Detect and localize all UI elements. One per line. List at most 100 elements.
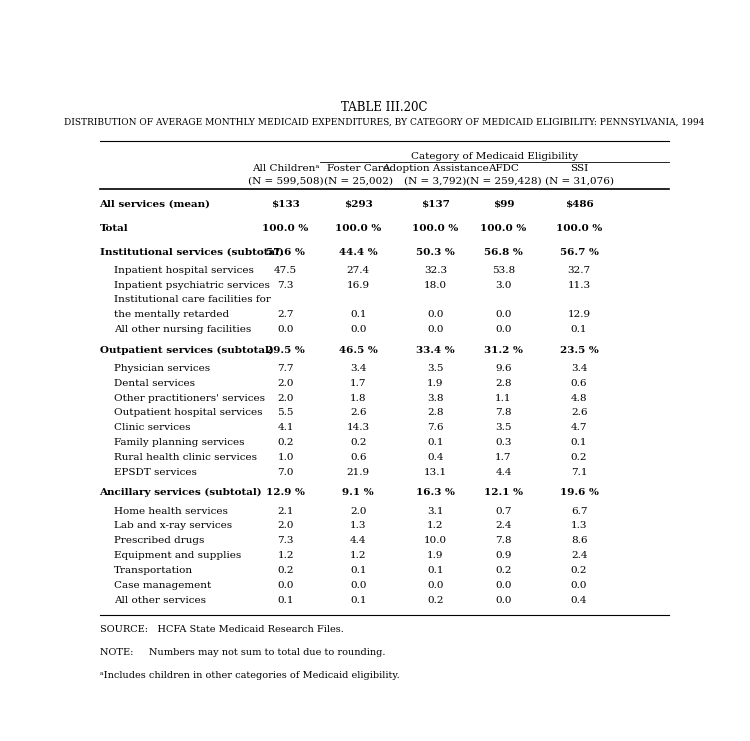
Text: DISTRIBUTION OF AVERAGE MONTHLY MEDICAID EXPENDITURES, BY CATEGORY OF MEDICAID E: DISTRIBUTION OF AVERAGE MONTHLY MEDICAID… — [64, 117, 704, 127]
Text: 44.4 %: 44.4 % — [339, 247, 377, 256]
Text: 0.0: 0.0 — [495, 596, 512, 605]
Text: 1.0: 1.0 — [278, 453, 294, 462]
Text: 7.7: 7.7 — [278, 364, 294, 373]
Text: 0.1: 0.1 — [427, 438, 444, 447]
Text: AFDC: AFDC — [488, 165, 519, 173]
Text: $486: $486 — [565, 199, 593, 209]
Text: All other services: All other services — [114, 596, 206, 605]
Text: 100.0 %: 100.0 % — [262, 224, 309, 233]
Text: $293: $293 — [344, 199, 373, 209]
Text: 33.4 %: 33.4 % — [416, 346, 454, 355]
Text: 0.0: 0.0 — [427, 310, 444, 319]
Text: 3.5: 3.5 — [427, 364, 444, 373]
Text: 1.1: 1.1 — [495, 393, 512, 402]
Text: 50.3 %: 50.3 % — [416, 247, 455, 256]
Text: 0.2: 0.2 — [571, 453, 587, 462]
Text: 1.9: 1.9 — [427, 551, 444, 560]
Text: $133: $133 — [272, 199, 300, 209]
Text: $137: $137 — [421, 199, 450, 209]
Text: 1.3: 1.3 — [350, 522, 367, 531]
Text: 2.0: 2.0 — [278, 393, 294, 402]
Text: 0.1: 0.1 — [278, 596, 294, 605]
Text: 3.0: 3.0 — [495, 281, 512, 290]
Text: 1.2: 1.2 — [278, 551, 294, 560]
Text: 7.6: 7.6 — [427, 423, 444, 432]
Text: 0.1: 0.1 — [350, 310, 367, 319]
Text: 16.3 %: 16.3 % — [416, 488, 455, 497]
Text: 3.5: 3.5 — [495, 423, 512, 432]
Text: 32.3: 32.3 — [424, 266, 447, 275]
Text: Adoption Assistance: Adoption Assistance — [382, 165, 489, 173]
Text: 19.6 %: 19.6 % — [560, 488, 598, 497]
Text: 2.1: 2.1 — [278, 507, 294, 516]
Text: 4.1: 4.1 — [278, 423, 294, 432]
Text: 10.0: 10.0 — [424, 536, 447, 545]
Text: 0.1: 0.1 — [571, 325, 587, 334]
Text: Foster Care: Foster Care — [327, 165, 389, 173]
Text: (N = 599,508): (N = 599,508) — [248, 177, 323, 186]
Text: 2.0: 2.0 — [278, 522, 294, 531]
Text: 0.0: 0.0 — [495, 581, 512, 590]
Text: 2.7: 2.7 — [278, 310, 294, 319]
Text: 2.0: 2.0 — [350, 507, 367, 516]
Text: 1.8: 1.8 — [350, 393, 367, 402]
Text: Outpatient services (subtotal): Outpatient services (subtotal) — [100, 346, 273, 355]
Text: 2.8: 2.8 — [427, 408, 444, 417]
Text: 0.1: 0.1 — [350, 596, 367, 605]
Text: Inpatient psychiatric services: Inpatient psychiatric services — [114, 281, 270, 290]
Text: 56.8 %: 56.8 % — [484, 247, 523, 256]
Text: ᵃIncludes children in other categories of Medicaid eligibility.: ᵃIncludes children in other categories o… — [100, 671, 399, 680]
Text: 11.3: 11.3 — [568, 281, 591, 290]
Text: 100.0 %: 100.0 % — [556, 224, 602, 233]
Text: EPSDT services: EPSDT services — [114, 468, 197, 476]
Text: 23.5 %: 23.5 % — [560, 346, 598, 355]
Text: 0.2: 0.2 — [350, 438, 367, 447]
Text: 5.5: 5.5 — [278, 408, 294, 417]
Text: 12.1 %: 12.1 % — [484, 488, 523, 497]
Text: 0.4: 0.4 — [427, 453, 444, 462]
Text: Dental services: Dental services — [114, 379, 195, 388]
Text: 9.1 %: 9.1 % — [343, 488, 374, 497]
Text: 0.9: 0.9 — [495, 551, 512, 560]
Text: 3.1: 3.1 — [427, 507, 444, 516]
Text: 0.1: 0.1 — [571, 438, 587, 447]
Text: Inpatient hospital services: Inpatient hospital services — [114, 266, 254, 275]
Text: 13.1: 13.1 — [424, 468, 447, 476]
Text: 46.5 %: 46.5 % — [339, 346, 377, 355]
Text: 8.6: 8.6 — [571, 536, 587, 545]
Text: 1.7: 1.7 — [495, 453, 512, 462]
Text: (N = 31,076): (N = 31,076) — [544, 177, 614, 186]
Text: the mentally retarded: the mentally retarded — [114, 310, 230, 319]
Text: 0.0: 0.0 — [495, 310, 512, 319]
Text: Prescribed drugs: Prescribed drugs — [114, 536, 205, 545]
Text: Home health services: Home health services — [114, 507, 228, 516]
Text: 7.8: 7.8 — [495, 408, 512, 417]
Text: 3.4: 3.4 — [571, 364, 587, 373]
Text: Lab and x-ray services: Lab and x-ray services — [114, 522, 232, 531]
Text: 0.2: 0.2 — [427, 596, 444, 605]
Text: 100.0 %: 100.0 % — [413, 224, 459, 233]
Text: (N = 25,002): (N = 25,002) — [324, 177, 393, 186]
Text: 12.9: 12.9 — [568, 310, 591, 319]
Text: 3.4: 3.4 — [350, 364, 367, 373]
Text: 21.9: 21.9 — [346, 468, 370, 476]
Text: Other practitioners' services: Other practitioners' services — [114, 393, 265, 402]
Text: Outpatient hospital services: Outpatient hospital services — [114, 408, 262, 417]
Text: (N = 259,428): (N = 259,428) — [466, 177, 542, 186]
Text: 0.6: 0.6 — [350, 453, 367, 462]
Text: 7.8: 7.8 — [495, 536, 512, 545]
Text: 0.0: 0.0 — [571, 581, 587, 590]
Text: Clinic services: Clinic services — [114, 423, 190, 432]
Text: 0.0: 0.0 — [427, 581, 444, 590]
Text: 12.9 %: 12.9 % — [266, 488, 305, 497]
Text: 4.7: 4.7 — [571, 423, 587, 432]
Text: 4.4: 4.4 — [350, 536, 367, 545]
Text: 1.2: 1.2 — [350, 551, 367, 560]
Text: SOURCE:   HCFA State Medicaid Research Files.: SOURCE: HCFA State Medicaid Research Fil… — [100, 625, 344, 634]
Text: 6.7: 6.7 — [571, 507, 587, 516]
Text: Family planning services: Family planning services — [114, 438, 244, 447]
Text: 18.0: 18.0 — [424, 281, 447, 290]
Text: 7.3: 7.3 — [278, 536, 294, 545]
Text: 0.0: 0.0 — [278, 325, 294, 334]
Text: 27.4: 27.4 — [346, 266, 370, 275]
